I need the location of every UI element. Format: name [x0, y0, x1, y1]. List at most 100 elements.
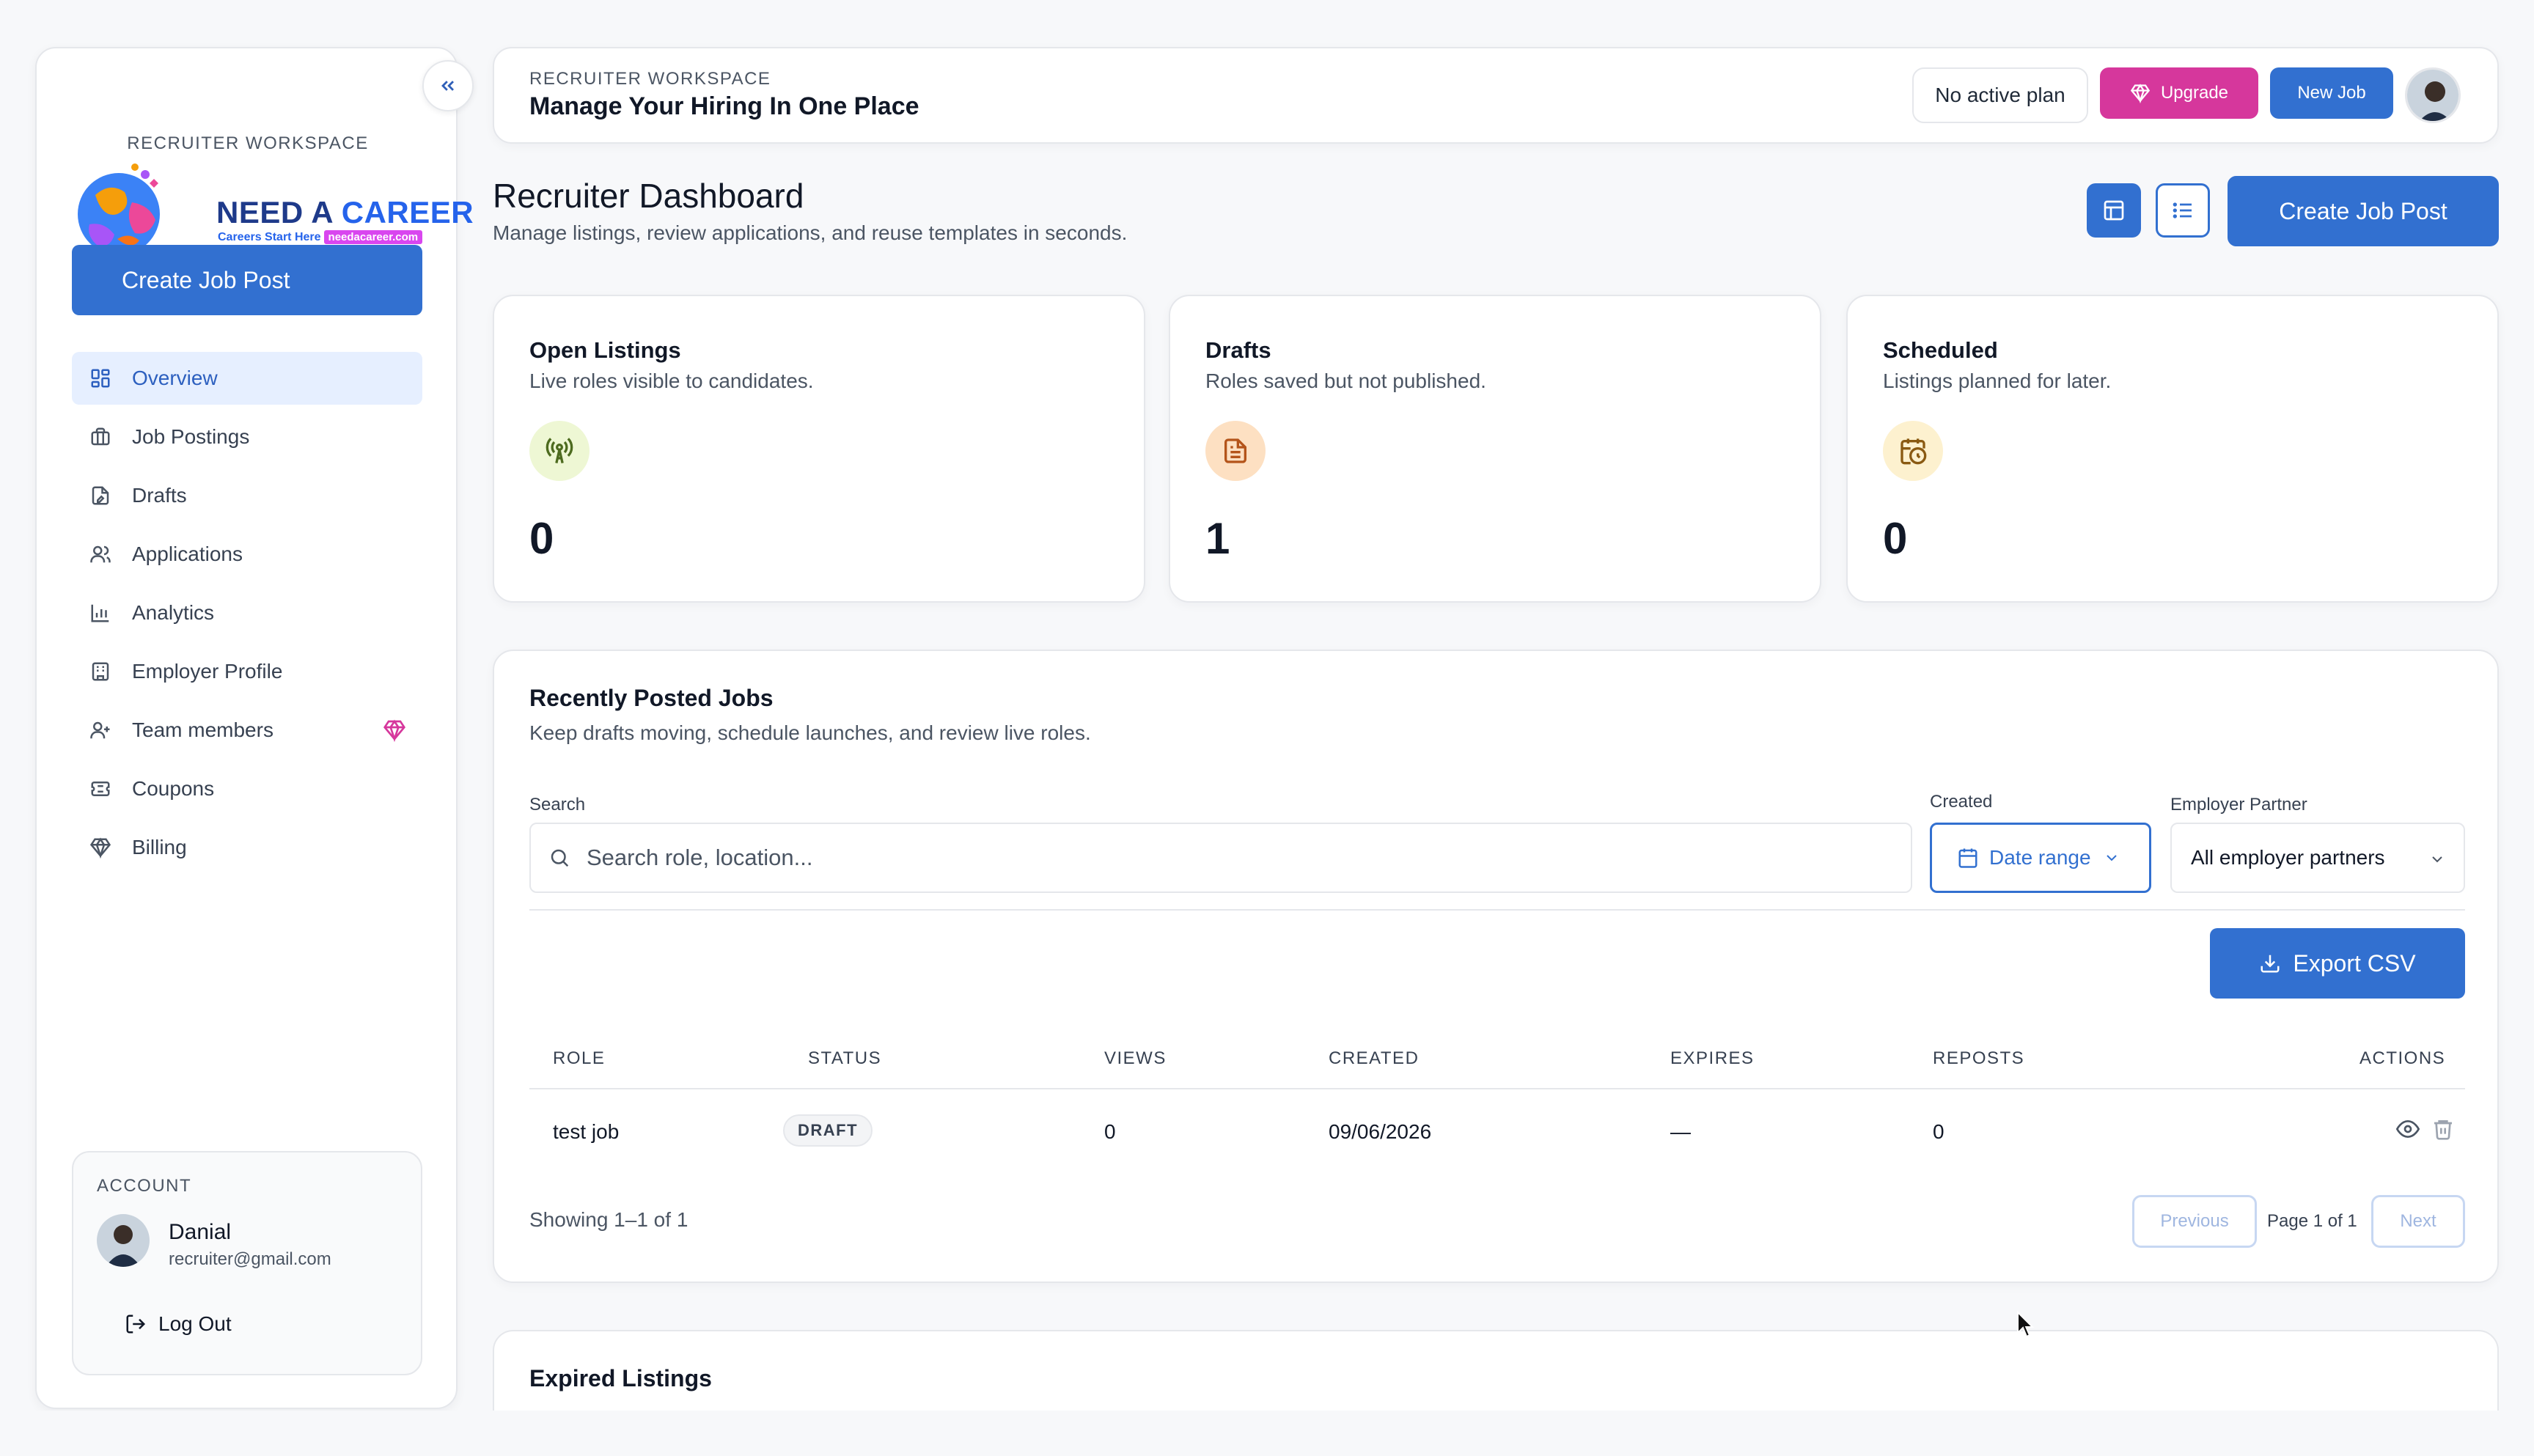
diamond-icon: [383, 718, 406, 742]
download-icon: [2259, 952, 2281, 974]
sidebar-item-coupons[interactable]: Coupons: [72, 762, 422, 815]
stat-value: 0: [1883, 514, 1908, 563]
view-eye-icon[interactable]: [2396, 1117, 2420, 1141]
sidebar-item-billing[interactable]: Billing: [72, 821, 422, 874]
sidebar-item-label: Overview: [132, 367, 218, 389]
logo-globe-icon: [78, 163, 160, 255]
sidebar-item-label: Employer Profile: [132, 660, 283, 683]
grid-view-toggle[interactable]: [2087, 183, 2141, 238]
new-job-button[interactable]: New Job: [2270, 67, 2393, 119]
logo-title: NEED A CAREER: [216, 195, 474, 229]
section-subtitle: Keep drafts moving, schedule launches, a…: [529, 721, 1091, 744]
page-title: Recruiter Dashboard: [493, 177, 804, 215]
briefcase-icon: [88, 424, 113, 449]
expired-listings-panel: Expired Listings: [493, 1330, 2499, 1411]
avatar[interactable]: [97, 1214, 150, 1267]
upgrade-label: Upgrade: [2160, 83, 2229, 103]
date-range-button[interactable]: Date range: [1930, 823, 2151, 893]
search-input[interactable]: [587, 845, 1833, 871]
created-label: Created: [1930, 792, 1993, 812]
sidebar: RECRUITER WORKSPACE NEED A CAREER Career…: [35, 47, 474, 1409]
sidebar-item-analytics[interactable]: Analytics: [72, 587, 422, 639]
sidebar-item-label: Billing: [132, 836, 187, 858]
pagination-summary: Showing 1–1 of 1: [529, 1208, 688, 1231]
app-viewport: RECRUITER WORKSPACE NEED A CAREER Career…: [35, 47, 2499, 1411]
employer-partner-select[interactable]: All employer partners: [2170, 823, 2465, 893]
sidebar-item-overview[interactable]: Overview: [72, 352, 422, 405]
stat-card-scheduled[interactable]: Scheduled Listings planned for later. 0: [1846, 295, 2499, 603]
upgrade-button[interactable]: Upgrade: [2100, 67, 2258, 119]
gem-icon: [88, 835, 113, 860]
column-header-reposts[interactable]: REPOSTS: [1933, 1048, 2025, 1068]
column-header-created[interactable]: CREATED: [1329, 1048, 1420, 1068]
top-bar: RECRUITER WORKSPACE Manage Your Hiring I…: [493, 47, 2499, 144]
cell-role[interactable]: test job: [553, 1120, 620, 1143]
section-title: Expired Listings: [529, 1365, 712, 1391]
collapse-sidebar-button[interactable]: [422, 60, 474, 111]
column-header-actions: ACTIONS: [2359, 1048, 2446, 1068]
sidebar-item-job-postings[interactable]: Job Postings: [72, 411, 422, 463]
column-header-expires[interactable]: EXPIRES: [1670, 1048, 1755, 1068]
sidebar-item-label: Analytics: [132, 601, 215, 624]
avatar[interactable]: [2405, 67, 2461, 123]
sidebar-nav: Overview Job Postings Drafts Application…: [72, 352, 422, 880]
brand-logo[interactable]: NEED A CAREER Careers Start Here needacar…: [73, 158, 474, 261]
stat-card-drafts[interactable]: Drafts Roles saved but not published. 1: [1169, 295, 1821, 603]
export-csv-button[interactable]: Export CSV: [2210, 928, 2465, 999]
cell-views: 0: [1104, 1120, 1116, 1143]
logout-icon: [125, 1313, 147, 1335]
stat-card-open-listings[interactable]: Open Listings Live roles visible to cand…: [493, 295, 1145, 603]
bar-chart-icon: [88, 600, 113, 625]
cell-created: 09/06/2026: [1329, 1120, 1432, 1143]
column-header-role[interactable]: ROLE: [553, 1048, 606, 1068]
sidebar-create-job-post-button[interactable]: Create Job Post: [72, 245, 422, 315]
divider: [529, 909, 2465, 911]
previous-page-button[interactable]: Previous: [2132, 1195, 2257, 1248]
delete-trash-icon[interactable]: [2431, 1117, 2455, 1141]
logout-button[interactable]: Log Out: [125, 1312, 232, 1336]
recent-jobs-panel: Recently Posted Jobs Keep drafts moving,…: [493, 650, 2499, 1283]
sidebar-item-employer-profile[interactable]: Employer Profile: [72, 645, 422, 698]
sidebar-item-team-members[interactable]: Team members: [72, 704, 422, 757]
search-field[interactable]: [529, 823, 1912, 893]
column-header-views[interactable]: VIEWS: [1104, 1048, 1167, 1068]
sidebar-item-applications[interactable]: Applications: [72, 528, 422, 581]
topbar-title: Manage Your Hiring In One Place: [529, 92, 919, 120]
page-subtitle: Manage listings, review applications, an…: [493, 221, 1128, 244]
account-email: recruiter@gmail.com: [169, 1249, 331, 1269]
employer-partner-label: Employer Partner: [2170, 795, 2307, 815]
sidebar-item-label: Job Postings: [132, 425, 250, 448]
draft-file-icon: [88, 483, 113, 508]
sidebar-workspace-label: RECRUITER WORKSPACE: [127, 133, 369, 153]
employer-partner-value: All employer partners: [2191, 846, 2385, 869]
calendar-icon: [1957, 847, 1979, 869]
stat-title: Drafts: [1205, 337, 1271, 363]
stat-value: 0: [529, 514, 554, 563]
list-view-toggle[interactable]: [2156, 183, 2210, 238]
table-header: ROLE STATUS VIEWS CREATED EXPIRES REPOST…: [529, 1038, 2465, 1089]
cell-expires: —: [1670, 1120, 1691, 1143]
page-indicator: Page 1 of 1: [2267, 1211, 2357, 1231]
create-job-post-button[interactable]: Create Job Post: [2228, 176, 2499, 246]
next-page-button[interactable]: Next: [2371, 1195, 2465, 1248]
stat-subtitle: Listings planned for later.: [1883, 369, 2112, 392]
logout-label: Log Out: [158, 1312, 232, 1335]
column-header-status[interactable]: STATUS: [808, 1048, 882, 1068]
search-label: Search: [529, 795, 586, 815]
cell-reposts: 0: [1933, 1120, 1944, 1143]
user-plus-icon: [88, 718, 113, 743]
stat-title: Scheduled: [1883, 337, 1998, 363]
broadcast-icon: [529, 421, 590, 481]
status-badge: DRAFT: [783, 1114, 873, 1147]
sidebar-item-drafts[interactable]: Drafts: [72, 469, 422, 522]
logo-tagline: Careers Start Here needacareer.com: [218, 230, 423, 244]
diamond-icon: [2130, 83, 2151, 103]
stat-subtitle: Roles saved but not published.: [1205, 369, 1486, 392]
ticket-icon: [88, 776, 113, 801]
grid-icon: [88, 366, 113, 391]
layout-grid-icon: [2102, 199, 2126, 222]
stat-subtitle: Live roles visible to candidates.: [529, 369, 814, 392]
export-csv-label: Export CSV: [2293, 949, 2416, 977]
sidebar-item-label: Coupons: [132, 777, 215, 800]
table-row[interactable]: test job DRAFT 0 09/06/2026 — 0: [529, 1091, 2465, 1172]
